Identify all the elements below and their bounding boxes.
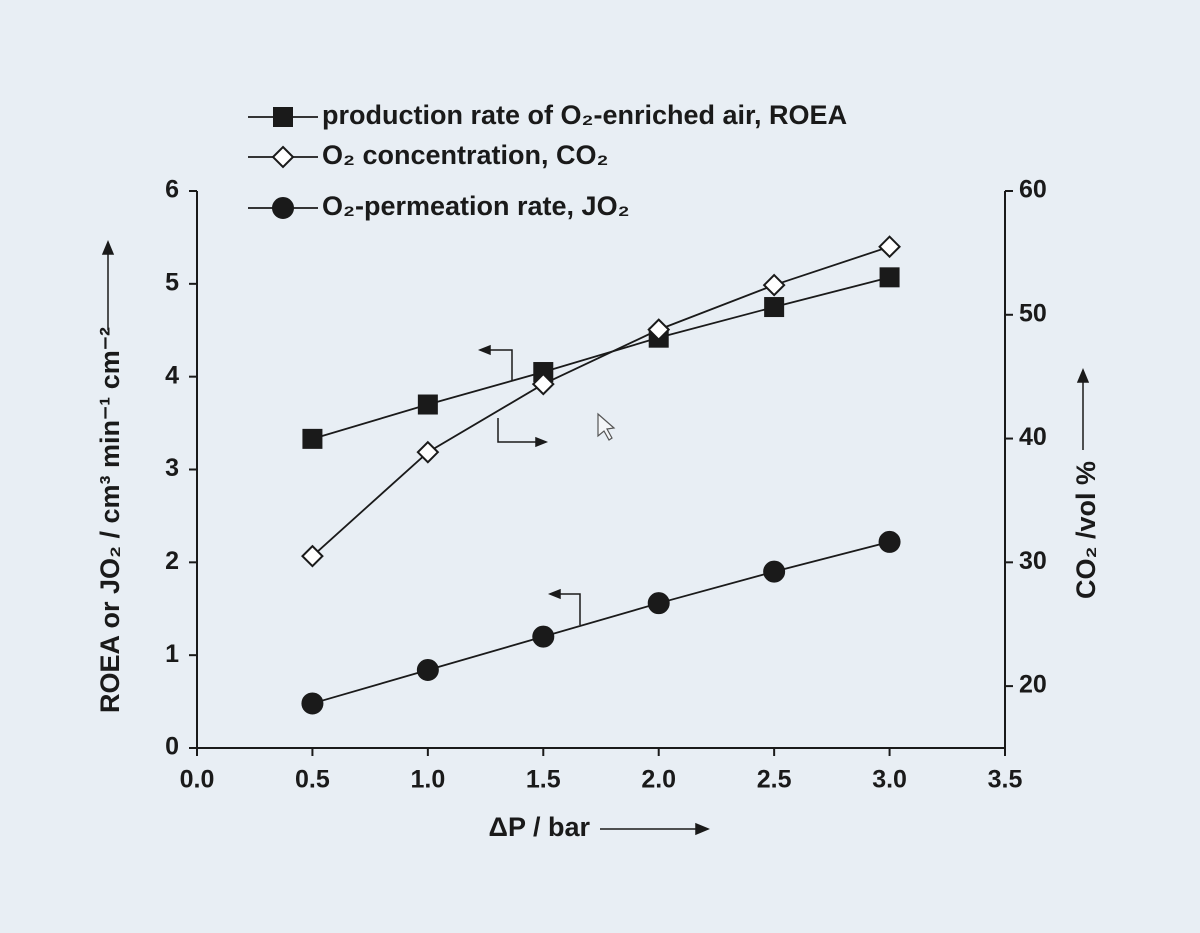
arrow [497, 418, 540, 443]
marker [302, 428, 323, 449]
y2-tick-label: 20 [1019, 671, 1047, 699]
legend-marker [271, 145, 295, 169]
y-tick-label: 4 [165, 361, 179, 389]
arrow-head [101, 240, 115, 255]
arrow-head [695, 822, 710, 836]
arrow [486, 349, 513, 380]
y2-tick-label: 50 [1019, 299, 1047, 327]
y-tick-label: 5 [165, 268, 179, 296]
annotation-arrows [101, 240, 1090, 836]
arrow-head [547, 588, 561, 600]
marker [764, 297, 785, 318]
y-axis-label: ROEA or JO₂ / cm³ min⁻¹ cm⁻² [95, 327, 125, 713]
marker [416, 659, 439, 682]
arrow [556, 593, 581, 625]
legend-marker [273, 107, 293, 127]
marker [878, 530, 901, 553]
y2-tick-label: 40 [1019, 423, 1047, 451]
marker [532, 625, 555, 648]
x-tick-label: 3.5 [988, 766, 1023, 794]
series-line [311, 245, 890, 557]
y-tick-label: 6 [165, 176, 179, 204]
marker [647, 318, 671, 342]
y-tick-label: 2 [165, 547, 179, 575]
x-tick-label: 3.0 [872, 766, 907, 794]
marker [301, 692, 324, 715]
x-tick-label: 2.0 [641, 766, 676, 794]
x-tick-label: 1.5 [526, 766, 561, 794]
series-line [312, 541, 890, 705]
arrow-head [477, 344, 491, 356]
x-tick-label: 1.0 [410, 766, 445, 794]
marker [762, 273, 786, 297]
marker [878, 235, 901, 259]
x-tick-label: 0.5 [295, 766, 330, 794]
legend-marker [272, 197, 294, 219]
y-tick-label: 3 [165, 454, 179, 482]
marker [301, 544, 324, 568]
marker [416, 440, 440, 464]
marker [531, 372, 555, 396]
x-tick-label: 2.5 [757, 766, 792, 794]
legend-label: O₂-permeation rate, JO₂ [322, 191, 630, 221]
y-tick-label: 1 [165, 640, 179, 668]
y2-axis-label: CO₂ /vol % [1071, 461, 1101, 599]
marker [879, 267, 900, 288]
cursor-icon [597, 412, 616, 441]
legend-label: production rate of O₂-enriched air, ROEA [322, 100, 847, 130]
series-line [312, 276, 890, 440]
x-tick-label: 0.0 [180, 766, 215, 794]
marker [647, 592, 670, 615]
x-axis-label: ΔP / bar [489, 812, 591, 842]
y2-tick-label: 60 [1019, 176, 1047, 204]
y2-tick-label: 30 [1019, 547, 1047, 575]
marker [417, 394, 438, 415]
marker [763, 560, 786, 583]
y-tick-label: 0 [165, 733, 179, 761]
arrow-head [535, 436, 549, 448]
legend-label: O₂ concentration, CO₂ [322, 140, 609, 170]
arrow-head [1076, 368, 1090, 383]
